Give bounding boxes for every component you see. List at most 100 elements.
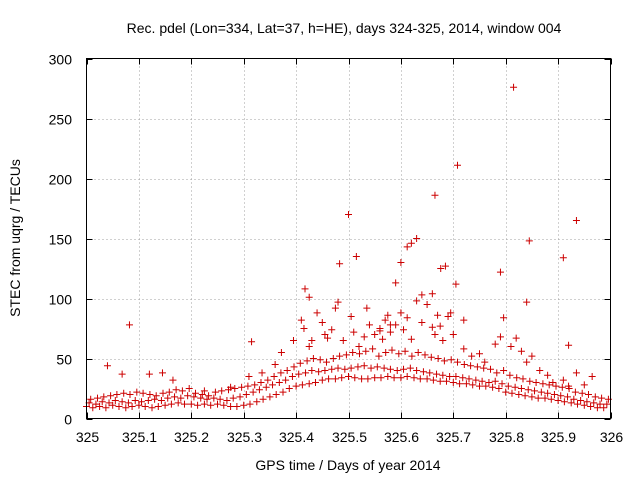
data-point xyxy=(218,387,226,395)
data-point xyxy=(407,239,415,247)
data-point xyxy=(515,391,523,398)
data-point xyxy=(154,403,162,410)
data-point xyxy=(350,328,358,336)
data-point xyxy=(407,335,415,343)
data-point xyxy=(298,381,306,389)
data-point xyxy=(436,322,444,330)
data-point xyxy=(380,364,388,372)
data-point xyxy=(453,161,461,169)
data-point xyxy=(446,373,454,380)
data-point xyxy=(328,365,336,373)
data-point xyxy=(444,313,452,320)
data-point xyxy=(495,385,503,392)
data-point xyxy=(379,335,387,343)
y-tick-label: 100 xyxy=(49,292,73,308)
data-point xyxy=(460,361,468,368)
data-point xyxy=(384,311,392,319)
data-point xyxy=(434,355,442,362)
data-point xyxy=(423,301,431,308)
data-point xyxy=(386,365,394,373)
data-point xyxy=(573,400,581,408)
data-point xyxy=(440,357,448,365)
data-point xyxy=(301,285,309,293)
data-point xyxy=(289,337,297,344)
data-point xyxy=(341,365,349,373)
data-point xyxy=(87,395,95,403)
data-point xyxy=(321,331,329,338)
x-tick-label: 325.7 xyxy=(436,429,471,445)
data-point xyxy=(423,375,431,383)
data-point xyxy=(164,394,172,402)
data-point xyxy=(311,379,319,386)
data-point xyxy=(428,290,436,298)
data-point xyxy=(462,380,470,388)
data-point xyxy=(133,388,141,396)
data-point xyxy=(393,367,401,374)
data-point xyxy=(305,343,313,350)
x-tick-label: 325.9 xyxy=(541,429,576,445)
data-point xyxy=(371,374,379,382)
data-point xyxy=(588,373,596,380)
data-point xyxy=(151,395,159,403)
y-tick-label: 50 xyxy=(56,352,72,368)
data-point xyxy=(559,254,567,262)
data-point xyxy=(174,399,182,407)
data-point xyxy=(349,349,357,356)
chart-title: Rec. pdel (Lon=334, Lat=37, h=HE), days … xyxy=(127,20,562,36)
data-point xyxy=(421,351,429,359)
data-point xyxy=(453,358,461,366)
data-point xyxy=(325,375,333,383)
data-point xyxy=(113,391,121,398)
data-point xyxy=(593,404,601,412)
data-point xyxy=(305,380,313,388)
data-point xyxy=(295,370,303,378)
data-point xyxy=(191,389,199,397)
data-point xyxy=(360,362,368,370)
data-point xyxy=(128,403,136,410)
data-point xyxy=(249,388,257,396)
data-point xyxy=(517,347,525,355)
data-point xyxy=(382,349,390,356)
data-point xyxy=(598,394,606,402)
data-point xyxy=(564,393,572,401)
data-point xyxy=(107,392,115,400)
data-point xyxy=(285,385,293,392)
data-point xyxy=(131,397,139,404)
data-point xyxy=(167,400,175,408)
data-point xyxy=(331,304,339,312)
data-point xyxy=(282,376,290,384)
data-point xyxy=(229,394,237,402)
data-point xyxy=(356,350,364,358)
data-point xyxy=(135,401,143,409)
data-point xyxy=(109,401,117,409)
data-point xyxy=(259,395,267,403)
data-point xyxy=(316,356,324,364)
x-tick-label: 325 xyxy=(76,429,100,445)
data-point xyxy=(145,370,153,378)
data-point xyxy=(480,364,488,372)
data-point xyxy=(288,373,296,380)
data-point xyxy=(549,379,557,386)
data-point xyxy=(580,381,588,389)
data-point xyxy=(146,391,154,398)
data-point xyxy=(336,352,344,360)
data-point xyxy=(481,358,489,366)
data-point xyxy=(521,392,529,400)
data-point xyxy=(478,377,486,385)
data-point xyxy=(511,383,519,391)
data-point xyxy=(324,334,332,342)
data-point xyxy=(392,279,400,287)
data-point xyxy=(92,400,100,408)
data-point xyxy=(347,313,355,320)
data-point xyxy=(315,368,323,376)
data-point xyxy=(318,319,326,326)
data-point xyxy=(251,381,259,389)
data-point xyxy=(124,399,132,407)
data-point xyxy=(345,211,352,218)
y-tick-label: 200 xyxy=(49,172,73,188)
data-point xyxy=(517,385,525,392)
data-point xyxy=(339,337,347,344)
data-point xyxy=(345,373,352,380)
data-point xyxy=(266,393,274,401)
data-point xyxy=(413,235,421,242)
